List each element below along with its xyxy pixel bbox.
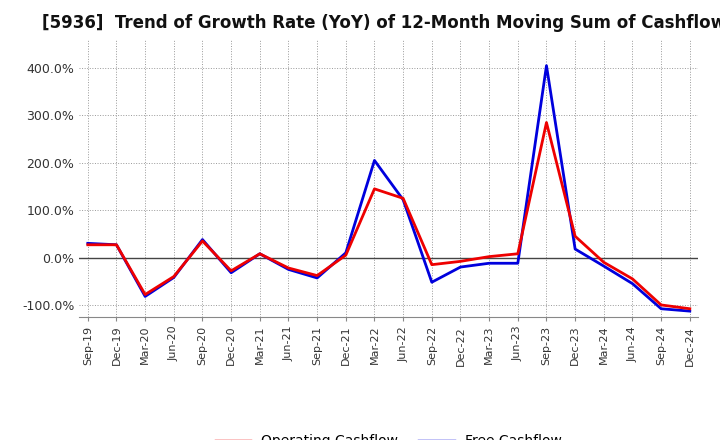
Operating Cashflow xyxy=(284,265,293,271)
Operating Cashflow xyxy=(513,251,522,257)
Free Cashflow xyxy=(399,197,408,202)
Operating Cashflow xyxy=(399,196,408,201)
Free Cashflow xyxy=(657,306,665,312)
Operating Cashflow xyxy=(657,302,665,308)
Free Cashflow xyxy=(227,270,235,275)
Operating Cashflow xyxy=(256,251,264,257)
Line: Operating Cashflow: Operating Cashflow xyxy=(88,122,690,309)
Free Cashflow xyxy=(485,260,493,266)
Operating Cashflow xyxy=(198,238,207,244)
Free Cashflow xyxy=(284,267,293,272)
Operating Cashflow xyxy=(600,260,608,265)
Operating Cashflow xyxy=(428,262,436,268)
Operating Cashflow xyxy=(312,273,321,278)
Operating Cashflow xyxy=(571,234,580,239)
Operating Cashflow xyxy=(169,274,178,279)
Operating Cashflow xyxy=(112,242,121,247)
Free Cashflow xyxy=(513,260,522,266)
Operating Cashflow xyxy=(341,253,350,258)
Operating Cashflow xyxy=(456,259,465,264)
Free Cashflow xyxy=(628,281,636,286)
Title: [5936]  Trend of Growth Rate (YoY) of 12-Month Moving Sum of Cashflows: [5936] Trend of Growth Rate (YoY) of 12-… xyxy=(42,15,720,33)
Free Cashflow xyxy=(542,63,551,68)
Free Cashflow xyxy=(169,275,178,280)
Free Cashflow xyxy=(84,241,92,246)
Operating Cashflow xyxy=(370,186,379,191)
Free Cashflow xyxy=(198,237,207,242)
Operating Cashflow xyxy=(84,242,92,247)
Free Cashflow xyxy=(571,246,580,252)
Free Cashflow xyxy=(428,279,436,285)
Operating Cashflow xyxy=(227,268,235,274)
Free Cashflow xyxy=(600,264,608,269)
Free Cashflow xyxy=(312,275,321,281)
Free Cashflow xyxy=(370,158,379,163)
Operating Cashflow xyxy=(685,306,694,312)
Line: Free Cashflow: Free Cashflow xyxy=(88,66,690,311)
Free Cashflow xyxy=(141,294,150,299)
Operating Cashflow xyxy=(485,254,493,259)
Operating Cashflow xyxy=(141,292,150,297)
Legend: Operating Cashflow, Free Cashflow: Operating Cashflow, Free Cashflow xyxy=(210,429,567,440)
Free Cashflow xyxy=(341,250,350,256)
Free Cashflow xyxy=(685,308,694,314)
Free Cashflow xyxy=(456,264,465,270)
Free Cashflow xyxy=(256,251,264,257)
Operating Cashflow xyxy=(628,276,636,282)
Free Cashflow xyxy=(112,242,121,247)
Operating Cashflow xyxy=(542,120,551,125)
